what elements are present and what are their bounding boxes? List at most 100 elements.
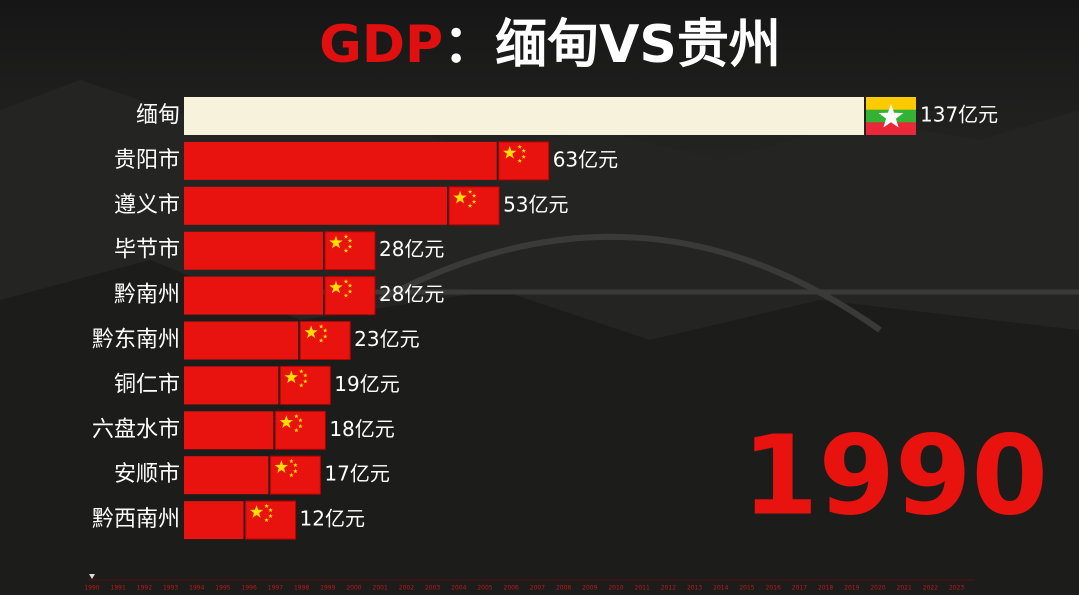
flag-star xyxy=(471,193,477,198)
flag-star xyxy=(329,280,343,294)
flag-star xyxy=(322,334,328,339)
flag-star xyxy=(268,513,273,518)
flag xyxy=(274,410,326,450)
flag-star xyxy=(298,423,303,429)
flag-star xyxy=(303,379,308,384)
timeline: 1990 1991 1992 1993 1994 1995 1996 1997 1998 1999… xyxy=(84,574,964,592)
flag-star xyxy=(289,472,294,478)
flag xyxy=(279,365,331,405)
category-label: 缅甸 xyxy=(136,103,180,128)
value-label: 53亿元 xyxy=(503,192,568,216)
timeline-year: 2012 xyxy=(661,585,676,592)
category-label: 遵义市 xyxy=(114,193,180,218)
timeline-year: 2010 xyxy=(608,585,623,592)
timeline-year: 2018 xyxy=(818,585,833,592)
value-label: 17亿元 xyxy=(324,462,389,486)
timeline-year: 2002 xyxy=(399,585,414,592)
flag-field xyxy=(324,276,376,316)
flag-star xyxy=(293,468,298,474)
timeline-year: 2017 xyxy=(792,585,807,592)
flag-star xyxy=(329,235,343,249)
bar xyxy=(184,97,864,135)
timeline-year: 2001 xyxy=(373,585,388,592)
flag-star xyxy=(268,507,273,512)
category-label: 安顺市 xyxy=(114,462,180,487)
flag-star xyxy=(521,154,526,159)
timeline-year: 2011 xyxy=(635,585,650,592)
value-label: 19亿元 xyxy=(334,372,399,396)
value-label: 63亿元 xyxy=(553,147,618,171)
flag xyxy=(324,231,376,271)
flag-star xyxy=(274,460,288,473)
chart-title: GDP：缅甸VS贵州 xyxy=(319,15,781,75)
timeline-year: 2014 xyxy=(713,585,728,592)
flag-star xyxy=(503,145,517,159)
timeline-year: 1997 xyxy=(268,585,283,592)
timeline-year: 1993 xyxy=(163,585,178,592)
timeline-year: 2009 xyxy=(582,585,597,592)
flag-star xyxy=(299,369,304,374)
flag-star xyxy=(322,328,328,333)
timeline-year: 2003 xyxy=(425,585,440,592)
flag-star xyxy=(264,517,269,522)
flag-field xyxy=(279,365,331,405)
category-label: 铜仁市 xyxy=(114,372,180,397)
flag-star xyxy=(264,503,269,508)
value-label: 18亿元 xyxy=(329,417,394,441)
flag-field xyxy=(269,455,321,495)
flag-star xyxy=(293,462,298,468)
bridge-arch xyxy=(378,233,882,333)
timeline-year: 1995 xyxy=(215,585,230,592)
flag-stripe xyxy=(866,122,916,135)
category-label: 毕节市 xyxy=(114,238,180,263)
flag xyxy=(866,97,916,135)
timeline-year: 1990 xyxy=(84,585,99,592)
timeline-year: 1998 xyxy=(294,585,309,592)
bar xyxy=(184,141,497,180)
flag-star xyxy=(467,203,473,208)
flag-star xyxy=(878,104,904,128)
flag-star xyxy=(343,293,349,298)
timeline-year: 1994 xyxy=(189,585,204,592)
flag xyxy=(324,276,376,316)
title-part: ：缅甸VS贵州 xyxy=(443,15,781,75)
timeline-year: 1996 xyxy=(242,585,257,592)
flag-star xyxy=(467,189,473,194)
flag-star xyxy=(303,373,308,378)
category-label: 黔东南州 xyxy=(92,328,180,353)
timeline-year: 2023 xyxy=(949,585,964,592)
timeline-year: 2013 xyxy=(687,585,702,592)
flag xyxy=(245,500,297,540)
flag xyxy=(498,141,550,181)
timeline-year: 2004 xyxy=(451,585,466,592)
flag-star xyxy=(343,279,349,284)
flag-stripe xyxy=(866,97,916,110)
flag-star xyxy=(304,325,318,339)
timeline-year: 2006 xyxy=(504,585,519,592)
value-label: 28亿元 xyxy=(379,282,444,306)
timeline-year: 2005 xyxy=(477,585,492,592)
flag-star xyxy=(318,324,324,329)
flag-star xyxy=(298,417,303,423)
category-label: 六盘水市 xyxy=(92,417,180,442)
timeline-year: 1999 xyxy=(320,585,335,592)
flag-field xyxy=(324,231,376,271)
flag-field xyxy=(498,141,550,181)
flag-star xyxy=(318,338,324,343)
category-label: 黔南州 xyxy=(114,283,180,308)
bar xyxy=(184,186,448,225)
flag-star xyxy=(343,234,349,239)
flag xyxy=(269,455,321,495)
flag-star xyxy=(517,158,522,163)
flag-field xyxy=(299,321,351,360)
flag-star xyxy=(453,190,467,204)
flag-star xyxy=(343,248,349,253)
timeline-year: 2000 xyxy=(346,585,361,592)
value-label: 12亿元 xyxy=(300,507,365,531)
category-label: 贵阳市 xyxy=(114,148,180,173)
timeline-year: 1991 xyxy=(111,585,126,592)
flag-field xyxy=(274,410,326,450)
flag-star xyxy=(284,370,298,384)
flag-star xyxy=(347,283,353,288)
